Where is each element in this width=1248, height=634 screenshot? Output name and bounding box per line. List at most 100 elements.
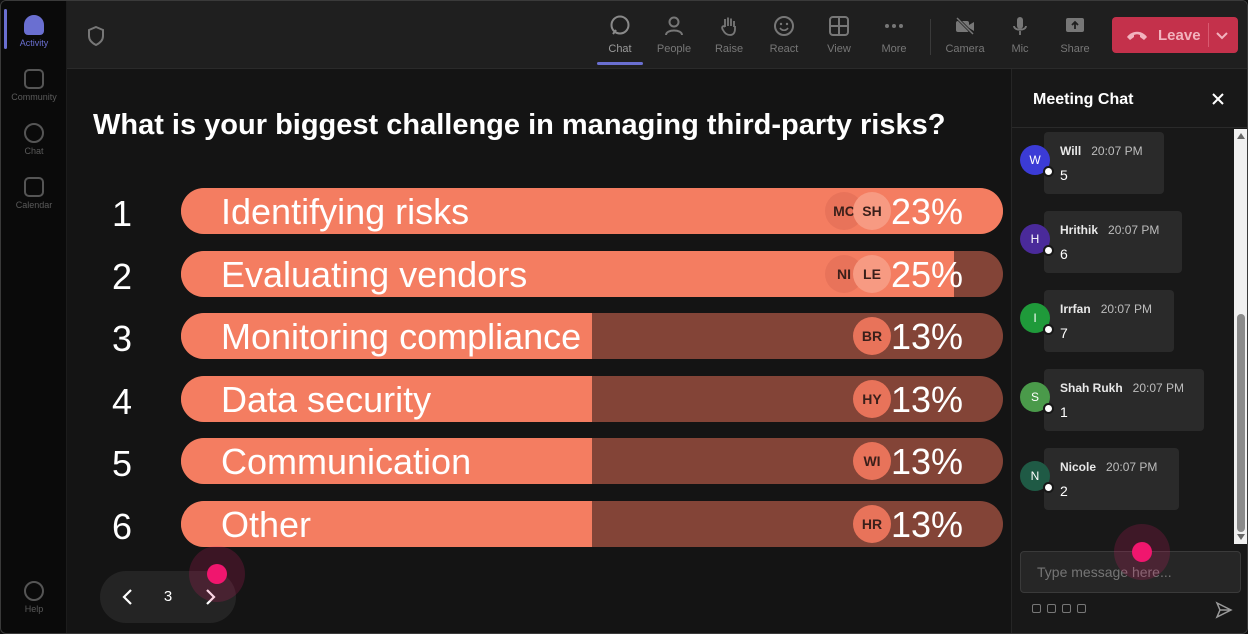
chat-icon	[24, 123, 44, 143]
voter-avatar: BR	[853, 317, 891, 356]
message-composer[interactable]	[1020, 551, 1241, 593]
presence-status-icon	[1043, 166, 1054, 177]
message-text: 5	[1060, 167, 1068, 183]
chat-title: Meeting Chat	[1033, 91, 1134, 108]
chat-message[interactable]: Will 20:07 PM 5 W	[1020, 132, 1220, 194]
message-time: 20:07 PM	[1132, 381, 1185, 395]
option-label: Other	[221, 504, 312, 545]
presence-status-icon	[1043, 245, 1054, 256]
scroll-down-icon[interactable]	[1237, 534, 1245, 540]
chat-message[interactable]: Irrfan 20:07 PM 7 I	[1020, 290, 1220, 352]
share-screen-icon	[1066, 18, 1084, 32]
option-bar-fill	[181, 375, 592, 422]
mic-button-label: Mic	[1011, 43, 1029, 55]
people-icon	[665, 16, 683, 36]
close-icon[interactable]	[1210, 91, 1226, 107]
emoji-icon[interactable]	[1062, 604, 1071, 613]
send-icon[interactable]	[1215, 601, 1233, 619]
poll-option[interactable]: 2 Evaluating vendors 25% NI LE	[67, 250, 1011, 298]
raise-button-label: Raise	[714, 43, 744, 55]
raise-hand-button[interactable]: Raise	[704, 11, 754, 61]
option-number: 6	[111, 506, 133, 547]
rail-item-label: Help	[24, 604, 44, 614]
gif-icon[interactable]	[1077, 604, 1086, 613]
option-bar-fill	[181, 438, 592, 485]
option-label: Identifying risks	[221, 191, 470, 232]
view-button[interactable]: View	[814, 11, 864, 61]
sender-name: Shah Rukh	[1060, 381, 1123, 395]
toolbar-separator	[930, 19, 931, 55]
mic-button[interactable]: Mic	[995, 11, 1045, 61]
chat-message[interactable]: Shah Rukh 20:07 PM 1 S	[1020, 369, 1220, 431]
option-percent: 13%	[890, 504, 963, 545]
poll-question: What is your biggest challenge in managi…	[93, 109, 946, 141]
poll-option[interactable]: 4 Data security 13% HY	[67, 375, 1011, 423]
attach-icon[interactable]	[1047, 604, 1056, 613]
sender-name: Hrithik	[1060, 223, 1099, 237]
rail-item-calendar[interactable]: Calendar	[1, 167, 67, 217]
avatar[interactable]: N	[1020, 461, 1050, 491]
message-input[interactable]	[1037, 564, 1227, 580]
rail-item-label: Community	[11, 92, 57, 102]
share-button-label: Share	[1060, 43, 1090, 55]
voter-avatar: LE	[853, 254, 891, 293]
shield-icon[interactable]	[87, 26, 105, 46]
rail-item-label: Calendar	[15, 200, 53, 210]
chat-message[interactable]: Hrithik 20:07 PM 6 H	[1020, 211, 1220, 273]
rail-item-community[interactable]: Community	[1, 59, 67, 109]
camera-button[interactable]: Camera	[940, 11, 990, 61]
poll-option[interactable]: 1 Identifying risks 23% MC SH	[67, 187, 1011, 235]
option-bar: Communication 13% WI	[181, 438, 1003, 485]
option-bar: Monitoring compliance 13% BR	[181, 313, 1003, 360]
camera-off-icon	[955, 16, 975, 36]
camera-button-label: Camera	[945, 43, 985, 55]
message-bubble: Will 20:07 PM 5	[1044, 132, 1164, 194]
leave-button[interactable]: Leave	[1112, 17, 1238, 53]
option-percent: 25%	[890, 253, 963, 295]
chat-button-label: Chat	[608, 43, 632, 55]
more-button[interactable]: More	[869, 11, 919, 61]
option-label: Evaluating vendors	[221, 253, 528, 295]
poll-slide: What is your biggest challenge in managi…	[67, 69, 1011, 633]
chat-scrollbar[interactable]	[1234, 129, 1247, 544]
voter-avatar: WI	[853, 442, 891, 481]
chat-button[interactable]: Chat	[595, 11, 645, 61]
rail-item-chat[interactable]: Chat	[1, 113, 67, 163]
chevron-right-icon[interactable]	[200, 587, 220, 607]
sender-name: Irrfan	[1060, 302, 1091, 316]
leave-divider	[1208, 23, 1209, 47]
scroll-up-icon[interactable]	[1237, 133, 1245, 139]
people-button[interactable]: People	[649, 11, 699, 61]
option-bar-fill	[181, 501, 592, 547]
chat-header-divider	[1012, 127, 1247, 128]
chat-message[interactable]: Nicole 20:07 PM 2 N	[1020, 448, 1220, 510]
chevron-down-icon[interactable]	[1214, 27, 1230, 43]
format-icon[interactable]	[1032, 604, 1041, 613]
option-bar: Data security 13% HY	[181, 375, 1003, 422]
poll-option[interactable]: 5 Communication 13% WI	[67, 437, 1011, 485]
composer-tools	[1032, 604, 1086, 613]
rail-item-activity[interactable]: Activity	[1, 5, 67, 55]
smiley-icon	[774, 16, 794, 36]
option-number: 5	[111, 443, 133, 485]
scroll-thumb[interactable]	[1237, 314, 1245, 532]
option-percent: 13%	[890, 378, 963, 420]
share-button[interactable]: Share	[1050, 11, 1100, 61]
presence-status-icon	[1043, 482, 1054, 493]
message-text: 1	[1060, 404, 1068, 420]
poll-option[interactable]: 3 Monitoring compliance 13% BR	[67, 312, 1011, 360]
message-text: 7	[1060, 325, 1068, 341]
react-button[interactable]: React	[759, 11, 809, 61]
voter-avatar: MC	[825, 192, 863, 230]
chat-active-indicator	[597, 62, 643, 65]
message-time: 20:07 PM	[1100, 302, 1153, 316]
poll-option[interactable]: 6 Other 13% HR	[67, 500, 1011, 548]
option-number: 1	[111, 193, 133, 234]
rail-item-help[interactable]: Help	[1, 571, 67, 621]
chevron-left-icon[interactable]	[118, 587, 138, 607]
hand-icon	[721, 17, 736, 36]
option-bar: Evaluating vendors 25% NI LE	[181, 250, 1003, 297]
view-button-label: View	[827, 43, 851, 55]
help-icon	[24, 581, 44, 601]
